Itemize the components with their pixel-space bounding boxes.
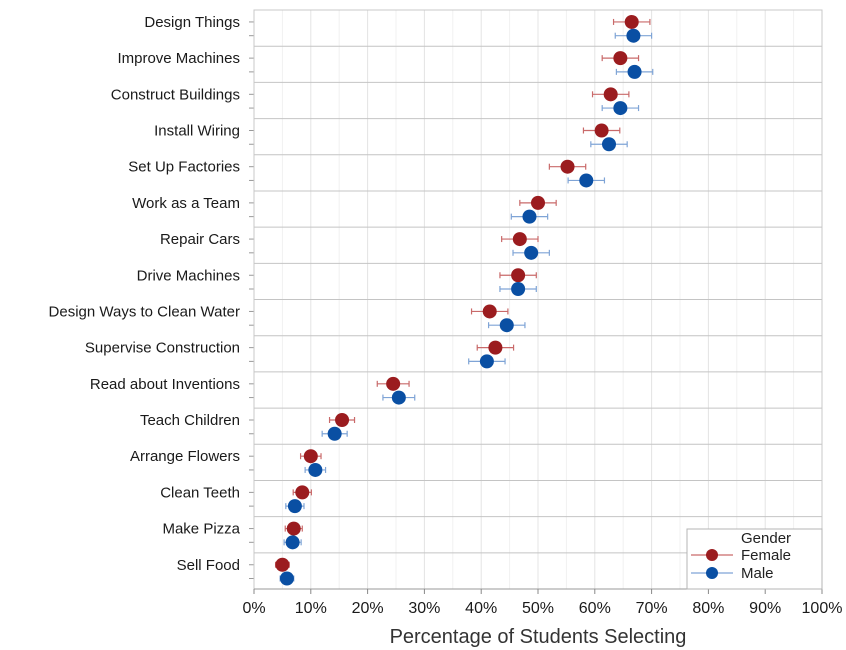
- category-label: Teach Children: [140, 412, 240, 429]
- x-tick-label: 100%: [802, 600, 843, 617]
- category-label: Design Ways to Clean Water: [49, 303, 240, 320]
- category-label: Drive Machines: [137, 267, 240, 284]
- legend-marker: [706, 549, 718, 561]
- category-label: Clean Teeth: [160, 484, 240, 501]
- category-label: Install Wiring: [154, 123, 240, 140]
- x-tick-label: 20%: [352, 600, 384, 617]
- female-point: [512, 232, 527, 247]
- x-tick-label: 30%: [408, 600, 440, 617]
- female-point: [511, 268, 526, 283]
- female-point: [624, 14, 639, 29]
- legend-label: Male: [741, 565, 774, 582]
- category-label: Arrange Flowers: [130, 448, 240, 465]
- x-tick-label: 90%: [749, 600, 781, 617]
- male-point: [308, 462, 323, 477]
- category-label: Construct Buildings: [111, 86, 240, 103]
- female-point: [560, 159, 575, 174]
- category-separators: [249, 21, 822, 580]
- female-point: [295, 485, 310, 500]
- category-label: Read about Inventions: [90, 376, 240, 393]
- female-point: [488, 340, 503, 355]
- x-tick-label: 80%: [692, 600, 724, 617]
- category-label: Supervise Construction: [85, 340, 240, 357]
- female-point: [594, 123, 609, 138]
- female-point: [613, 51, 628, 66]
- male-point: [511, 282, 526, 297]
- male-point: [285, 535, 300, 550]
- x-tick-label: 0%: [242, 600, 265, 617]
- male-point: [627, 64, 642, 79]
- x-tick-label: 60%: [579, 600, 611, 617]
- male-point: [602, 137, 616, 152]
- male-point: [327, 426, 342, 441]
- category-label: Work as a Team: [132, 195, 240, 212]
- x-tick-label: 50%: [522, 600, 554, 617]
- male-point: [279, 571, 294, 586]
- legend-marker: [706, 567, 718, 579]
- male-point: [391, 390, 406, 405]
- category-labels: Design Things Improve Machines Construct B…: [49, 14, 241, 574]
- female-point: [482, 304, 497, 319]
- x-axis-ticks: 0% 10% 20% 30% 40% 50% 60% 70% 80% 90% 100%: [242, 588, 843, 617]
- legend-label: Female: [741, 547, 791, 564]
- female-point: [303, 449, 318, 464]
- x-tick-label: 70%: [636, 600, 668, 617]
- x-tick-label: 40%: [465, 600, 497, 617]
- male-point: [287, 499, 302, 514]
- male-point: [524, 245, 539, 260]
- data-marks: [274, 14, 654, 586]
- female-point: [335, 413, 350, 428]
- female-point: [286, 521, 301, 536]
- category-label: Improve Machines: [117, 50, 240, 67]
- male-point: [479, 354, 494, 369]
- male-point: [579, 173, 594, 188]
- category-label: Make Pizza: [162, 521, 240, 538]
- male-point: [613, 101, 628, 116]
- male-point: [626, 28, 641, 43]
- female-point: [603, 87, 618, 102]
- category-label: Set Up Factories: [128, 159, 240, 176]
- male-point: [522, 209, 537, 224]
- female-point: [386, 376, 401, 391]
- x-tick-label: 10%: [295, 600, 327, 617]
- female-point: [531, 195, 545, 210]
- x-axis-title: Percentage of Students Selecting: [390, 626, 687, 648]
- category-label: Design Things: [144, 14, 240, 31]
- category-label: Repair Cars: [160, 231, 240, 248]
- male-point: [499, 318, 514, 333]
- legend-title: Gender: [741, 530, 791, 547]
- female-point: [275, 557, 290, 572]
- category-label: Sell Food: [177, 557, 240, 574]
